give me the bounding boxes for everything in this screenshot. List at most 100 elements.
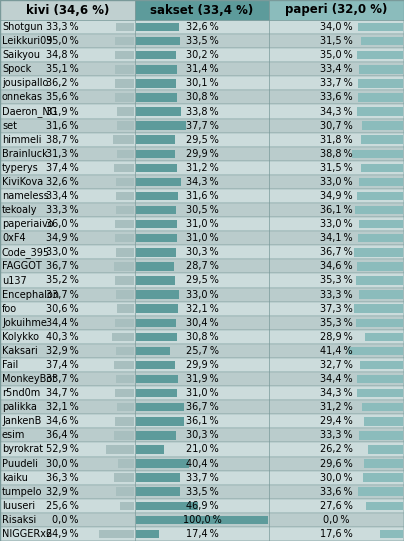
- Bar: [136, 333, 177, 341]
- Bar: [0, 203, 404, 217]
- Text: MonkeyBot: MonkeyBot: [2, 374, 56, 384]
- Bar: [0, 428, 404, 443]
- Bar: [136, 459, 189, 468]
- Text: 31,0 %: 31,0 %: [186, 233, 218, 243]
- Bar: [0, 118, 404, 133]
- Bar: [0, 443, 404, 457]
- Bar: [136, 276, 175, 285]
- Text: Code_395: Code_395: [2, 247, 50, 258]
- Text: 17,4 %: 17,4 %: [185, 529, 219, 539]
- Text: 34,3 %: 34,3 %: [320, 388, 353, 398]
- Text: 31,5 %: 31,5 %: [320, 163, 353, 173]
- Text: 36,7 %: 36,7 %: [46, 261, 79, 272]
- Text: 33,7 %: 33,7 %: [185, 473, 219, 483]
- Text: 37,7 %: 37,7 %: [185, 121, 219, 130]
- Bar: [113, 135, 134, 144]
- Text: 30,5 %: 30,5 %: [185, 205, 219, 215]
- Text: 36,4 %: 36,4 %: [46, 431, 79, 440]
- Bar: [116, 23, 134, 31]
- Text: 31,6 %: 31,6 %: [46, 121, 79, 130]
- Text: foo: foo: [2, 304, 17, 314]
- Text: kivi (34,6 %): kivi (34,6 %): [25, 3, 109, 16]
- Bar: [114, 163, 134, 172]
- Text: 36,1 %: 36,1 %: [186, 417, 218, 426]
- Bar: [0, 273, 404, 287]
- Text: 32,7 %: 32,7 %: [320, 360, 353, 370]
- Text: 33,0 %: 33,0 %: [46, 247, 79, 258]
- Bar: [117, 149, 134, 158]
- Text: Shotgun: Shotgun: [2, 22, 43, 32]
- Bar: [357, 51, 403, 60]
- Text: 36,1 %: 36,1 %: [320, 205, 353, 215]
- Text: 40,4 %: 40,4 %: [186, 459, 218, 469]
- Text: 29,9 %: 29,9 %: [185, 360, 219, 370]
- Bar: [136, 516, 268, 524]
- Text: 28,7 %: 28,7 %: [185, 261, 219, 272]
- Bar: [136, 121, 186, 130]
- Text: 38,7 %: 38,7 %: [46, 135, 79, 144]
- Bar: [351, 149, 403, 158]
- Bar: [380, 530, 403, 538]
- Text: 33,6 %: 33,6 %: [320, 93, 353, 102]
- Bar: [357, 262, 403, 270]
- Text: 33,5 %: 33,5 %: [185, 36, 219, 46]
- Text: 0xF4: 0xF4: [2, 233, 25, 243]
- Text: 30,8 %: 30,8 %: [186, 332, 218, 342]
- Text: 33,3 %: 33,3 %: [46, 22, 79, 32]
- Text: 52,9 %: 52,9 %: [46, 445, 79, 454]
- Text: 35,0 %: 35,0 %: [46, 36, 79, 46]
- Bar: [0, 330, 404, 344]
- Text: luuseri: luuseri: [2, 501, 35, 511]
- Text: nameless: nameless: [2, 191, 49, 201]
- Bar: [136, 220, 177, 228]
- Bar: [136, 149, 175, 158]
- Bar: [0, 104, 404, 118]
- Bar: [136, 163, 177, 172]
- Bar: [114, 262, 134, 270]
- Text: Kaksari: Kaksari: [2, 346, 38, 356]
- Text: himmeli: himmeli: [2, 135, 42, 144]
- Text: 33,0 %: 33,0 %: [320, 177, 353, 187]
- Bar: [364, 417, 403, 426]
- Text: 31,3 %: 31,3 %: [46, 149, 79, 159]
- Bar: [115, 93, 134, 102]
- Text: 28,9 %: 28,9 %: [320, 332, 353, 342]
- Text: 34,7 %: 34,7 %: [46, 388, 79, 398]
- Bar: [136, 234, 177, 242]
- Bar: [116, 291, 134, 299]
- Bar: [0, 527, 404, 541]
- Bar: [0, 485, 404, 499]
- Bar: [366, 502, 403, 510]
- Text: 33,7 %: 33,7 %: [320, 78, 353, 88]
- Text: sakset (33,4 %): sakset (33,4 %): [150, 3, 254, 16]
- Bar: [365, 333, 403, 341]
- Text: 17,6 %: 17,6 %: [320, 529, 353, 539]
- Bar: [0, 133, 404, 147]
- Text: 29,5 %: 29,5 %: [185, 275, 219, 286]
- Text: 46,9 %: 46,9 %: [186, 501, 218, 511]
- Text: 25,6 %: 25,6 %: [46, 501, 79, 511]
- Bar: [0, 513, 404, 527]
- Bar: [358, 107, 403, 116]
- Bar: [368, 445, 403, 454]
- Bar: [358, 375, 403, 383]
- Bar: [115, 234, 134, 242]
- Bar: [114, 431, 134, 440]
- Bar: [136, 403, 184, 412]
- Text: Brainluck: Brainluck: [2, 149, 48, 159]
- Text: 30,3 %: 30,3 %: [186, 431, 218, 440]
- Text: onnekas: onnekas: [2, 93, 43, 102]
- Bar: [0, 372, 404, 386]
- Text: FAGGOT: FAGGOT: [2, 261, 42, 272]
- Bar: [362, 121, 403, 130]
- Bar: [99, 530, 134, 538]
- Text: paperiaivo: paperiaivo: [2, 219, 54, 229]
- Text: 35,3 %: 35,3 %: [320, 275, 353, 286]
- Bar: [358, 487, 403, 496]
- Bar: [348, 347, 403, 355]
- Bar: [361, 163, 403, 172]
- Bar: [354, 305, 403, 313]
- Text: 25,7 %: 25,7 %: [185, 346, 219, 356]
- Text: 31,5 %: 31,5 %: [320, 36, 353, 46]
- Text: esim: esim: [2, 431, 25, 440]
